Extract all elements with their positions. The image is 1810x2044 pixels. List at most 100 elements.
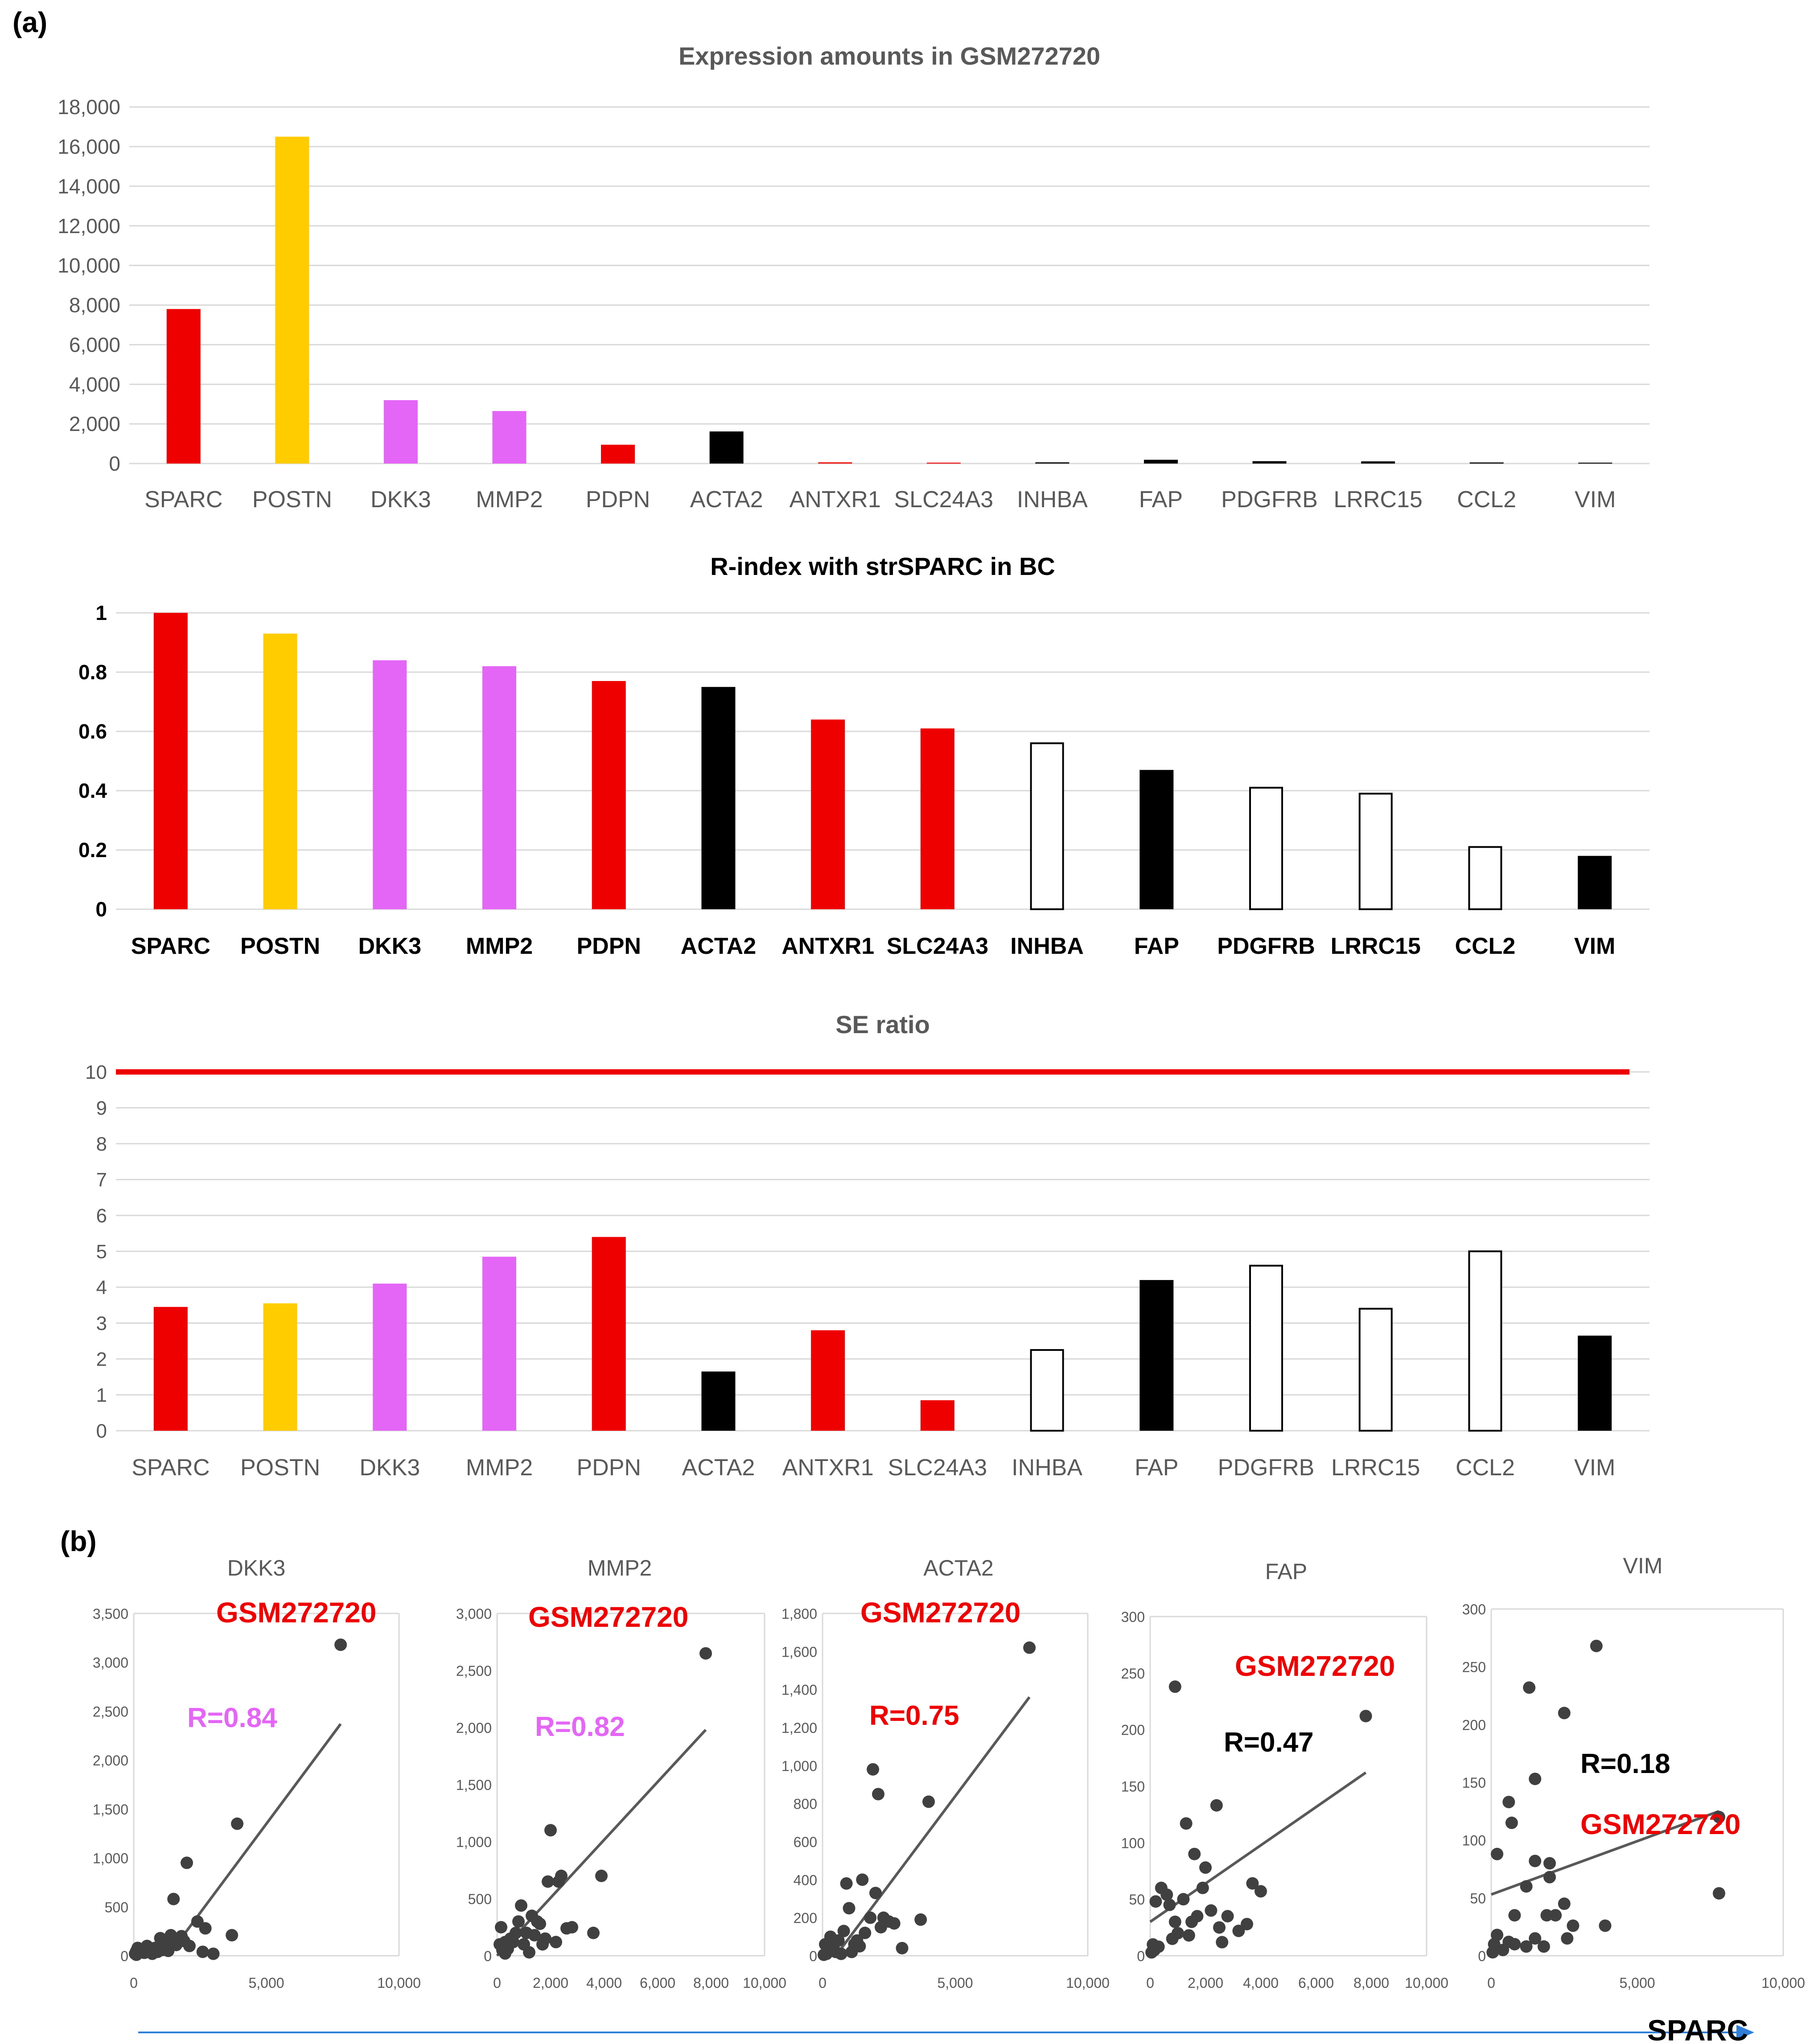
- data-point: [824, 1930, 837, 1943]
- bar-antxr1: [811, 1330, 845, 1431]
- y-tick-label: 50: [1470, 1890, 1486, 1906]
- data-point: [872, 1788, 884, 1801]
- chart-title: Expression amounts in GSM272720: [679, 42, 1100, 70]
- bar-dkk3: [383, 400, 418, 464]
- data-point: [922, 1795, 935, 1808]
- data-point: [1529, 1932, 1542, 1945]
- y-tick-label: 500: [468, 1891, 492, 1907]
- x-category-label: INHBA: [1012, 1455, 1082, 1481]
- y-tick-label: 1,400: [782, 1682, 817, 1698]
- data-point: [196, 1945, 209, 1958]
- x-tick-label: 10,000: [1405, 1975, 1448, 1991]
- x-category-label: ANTXR1: [782, 1455, 874, 1481]
- data-point: [851, 1934, 864, 1947]
- x-category-label: POSTN: [240, 933, 320, 959]
- data-point: [1152, 1940, 1165, 1953]
- x-category-label: SPARC: [144, 487, 222, 513]
- data-point: [1216, 1936, 1229, 1949]
- data-point: [1172, 1927, 1184, 1940]
- y-tick-label: 300: [1462, 1601, 1486, 1617]
- data-point: [550, 1936, 562, 1949]
- y-tick-label: 200: [794, 1910, 817, 1926]
- bar-pdpn: [592, 1237, 626, 1431]
- y-tick-label: 3,000: [456, 1606, 492, 1622]
- data-point: [1502, 1796, 1515, 1809]
- y-tick-label: 16,000: [58, 135, 120, 158]
- r-value-label: R=0.84: [187, 1703, 277, 1733]
- x-category-label: PDPN: [576, 1455, 641, 1481]
- x-category-label: SLC24A3: [888, 1455, 987, 1481]
- x-tick-label: 8,000: [693, 1975, 729, 1991]
- data-point: [1180, 1817, 1193, 1830]
- data-point: [1590, 1639, 1603, 1652]
- chart-title: SE ratio: [835, 1010, 930, 1038]
- scatter-title: VIM: [1623, 1553, 1663, 1578]
- scatter-title: FAP: [1265, 1559, 1307, 1584]
- x-category-label: LRRC15: [1331, 1455, 1420, 1481]
- data-point: [1149, 1895, 1162, 1908]
- y-tick-label: 0.2: [78, 838, 107, 862]
- bar-lrrc15: [1361, 461, 1395, 464]
- x-tick-label: 0: [493, 1975, 501, 1991]
- data-point: [1241, 1917, 1253, 1930]
- x-tick-label: 0: [1487, 1975, 1495, 1991]
- data-point: [829, 1945, 842, 1958]
- r-value-label: R=0.82: [535, 1712, 625, 1742]
- x-category-label: ANTXR1: [782, 933, 874, 959]
- data-point: [869, 1887, 882, 1900]
- y-tick-label: 1: [95, 601, 107, 624]
- y-tick-label: 8,000: [69, 294, 120, 317]
- y-tick-label: 0.6: [78, 720, 107, 743]
- x-category-label: FAP: [1135, 1455, 1178, 1481]
- y-tick-label: 12,000: [58, 214, 120, 238]
- bar-antxr1: [811, 719, 845, 909]
- y-tick-label: 0: [120, 1948, 128, 1964]
- data-point: [1359, 1710, 1372, 1723]
- x-category-label: FAP: [1139, 487, 1183, 513]
- y-tick-label: 400: [794, 1872, 817, 1888]
- bar-fap: [1144, 460, 1178, 464]
- bar-sparc: [166, 309, 201, 464]
- gsm-sample-label: GSM272720: [528, 1601, 688, 1633]
- bar-acta2: [701, 1371, 736, 1431]
- gsm-sample-label: GSM272720: [860, 1597, 1020, 1629]
- scatter-dkk3: DKK3 0 500 1,000 1,500 2,000 2,500 3,000 3,500 0 5…: [93, 1556, 421, 1991]
- x-tick-label: 4,000: [586, 1975, 622, 1991]
- data-point: [595, 1869, 608, 1882]
- x-category-label: PDGFRB: [1221, 487, 1318, 513]
- gsm-sample-label: GSM272720: [1580, 1808, 1740, 1840]
- bar-ccl2: [1468, 846, 1502, 910]
- y-tick-label: 0: [1137, 1948, 1145, 1964]
- panel-label-b: (b): [60, 1525, 97, 1557]
- data-point: [1505, 1816, 1518, 1829]
- data-point: [1537, 1940, 1550, 1953]
- bar-acta2: [701, 687, 736, 909]
- y-tick-label: 600: [794, 1834, 817, 1850]
- data-point: [507, 1936, 519, 1949]
- y-tick-label: 10: [85, 1061, 107, 1083]
- bar-ccl2: [1468, 1250, 1502, 1432]
- x-tick-label: 5,000: [937, 1975, 973, 1991]
- data-point: [1246, 1877, 1259, 1890]
- y-tick-label: 4,000: [69, 373, 120, 396]
- data-point: [1177, 1893, 1190, 1906]
- y-tick-label: 3,500: [93, 1606, 128, 1622]
- x-category-label: PDPN: [576, 933, 641, 959]
- data-point: [1221, 1910, 1234, 1923]
- gsm-sample-label: GSM272720: [216, 1597, 376, 1629]
- x-category-label: MMP2: [476, 487, 543, 513]
- data-point: [856, 1873, 869, 1886]
- scatter-mmp2: MMP2 0 500 1,000 1,500 2,000 2,500 3,000 0 2,000 4…: [456, 1556, 786, 1991]
- data-point: [542, 1875, 554, 1888]
- bar-ccl2: [1469, 462, 1504, 464]
- data-point: [1599, 1919, 1612, 1932]
- x-tick-label: 5,000: [1619, 1975, 1655, 1991]
- y-tick-label: 8: [96, 1133, 107, 1155]
- bar-fap: [1139, 770, 1174, 909]
- bar-inhba: [1030, 742, 1064, 910]
- bar-slc24a3: [920, 1400, 954, 1431]
- data-point: [864, 1911, 877, 1924]
- y-tick-label: 200: [1121, 1722, 1145, 1738]
- data-point: [178, 1935, 191, 1948]
- y-tick-label: 2,000: [456, 1720, 492, 1736]
